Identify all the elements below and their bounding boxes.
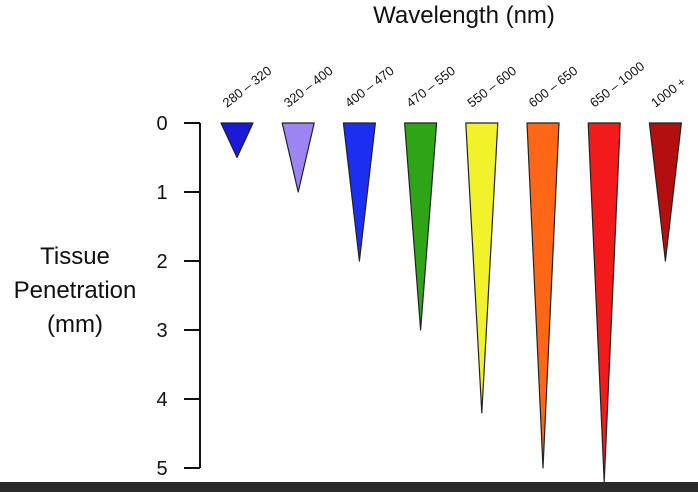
y-axis-label-line-1: Tissue	[40, 243, 110, 270]
y-tick-label: 1	[156, 182, 167, 204]
y-axis-label-line-2: Penetration	[13, 277, 137, 304]
bottom-border	[0, 482, 698, 492]
x-tick-label: 600 – 650	[526, 63, 581, 110]
x-tick-labels: 280 – 320 320 – 400 400 – 470 470 – 550 550 …	[220, 58, 689, 110]
y-tick-label: 0	[156, 113, 167, 135]
x-tick-label: 1000 +	[648, 74, 689, 111]
bar	[587, 122, 621, 483]
y-tick-label: 5	[156, 458, 167, 480]
bar	[648, 122, 683, 262]
y-tick-label: 2	[156, 251, 167, 273]
bar	[465, 122, 499, 414]
y-axis-label-line-3: (mm)	[47, 311, 103, 338]
bar	[526, 122, 560, 469]
chart-title: Wavelength (nm)	[373, 2, 555, 29]
x-tick-label: 650 – 1000	[587, 58, 648, 110]
x-tick-label: 470 – 550	[403, 63, 458, 110]
x-tick-label: 280 – 320	[220, 63, 275, 110]
bar	[404, 122, 438, 331]
bar	[342, 122, 376, 262]
y-tick-label: 3	[156, 320, 167, 342]
y-axis-label: Tissue Penetration (mm)	[0, 240, 150, 342]
x-tick-label: 320 – 400	[281, 63, 336, 110]
x-tick-label: 550 – 600	[464, 63, 519, 110]
x-tick-label: 400 – 470	[342, 63, 397, 110]
bar	[220, 122, 254, 159]
bars	[220, 122, 683, 483]
bar	[281, 122, 315, 193]
y-axis: 0 1 2 3 4 5	[156, 113, 201, 480]
y-tick-label: 4	[156, 389, 167, 411]
